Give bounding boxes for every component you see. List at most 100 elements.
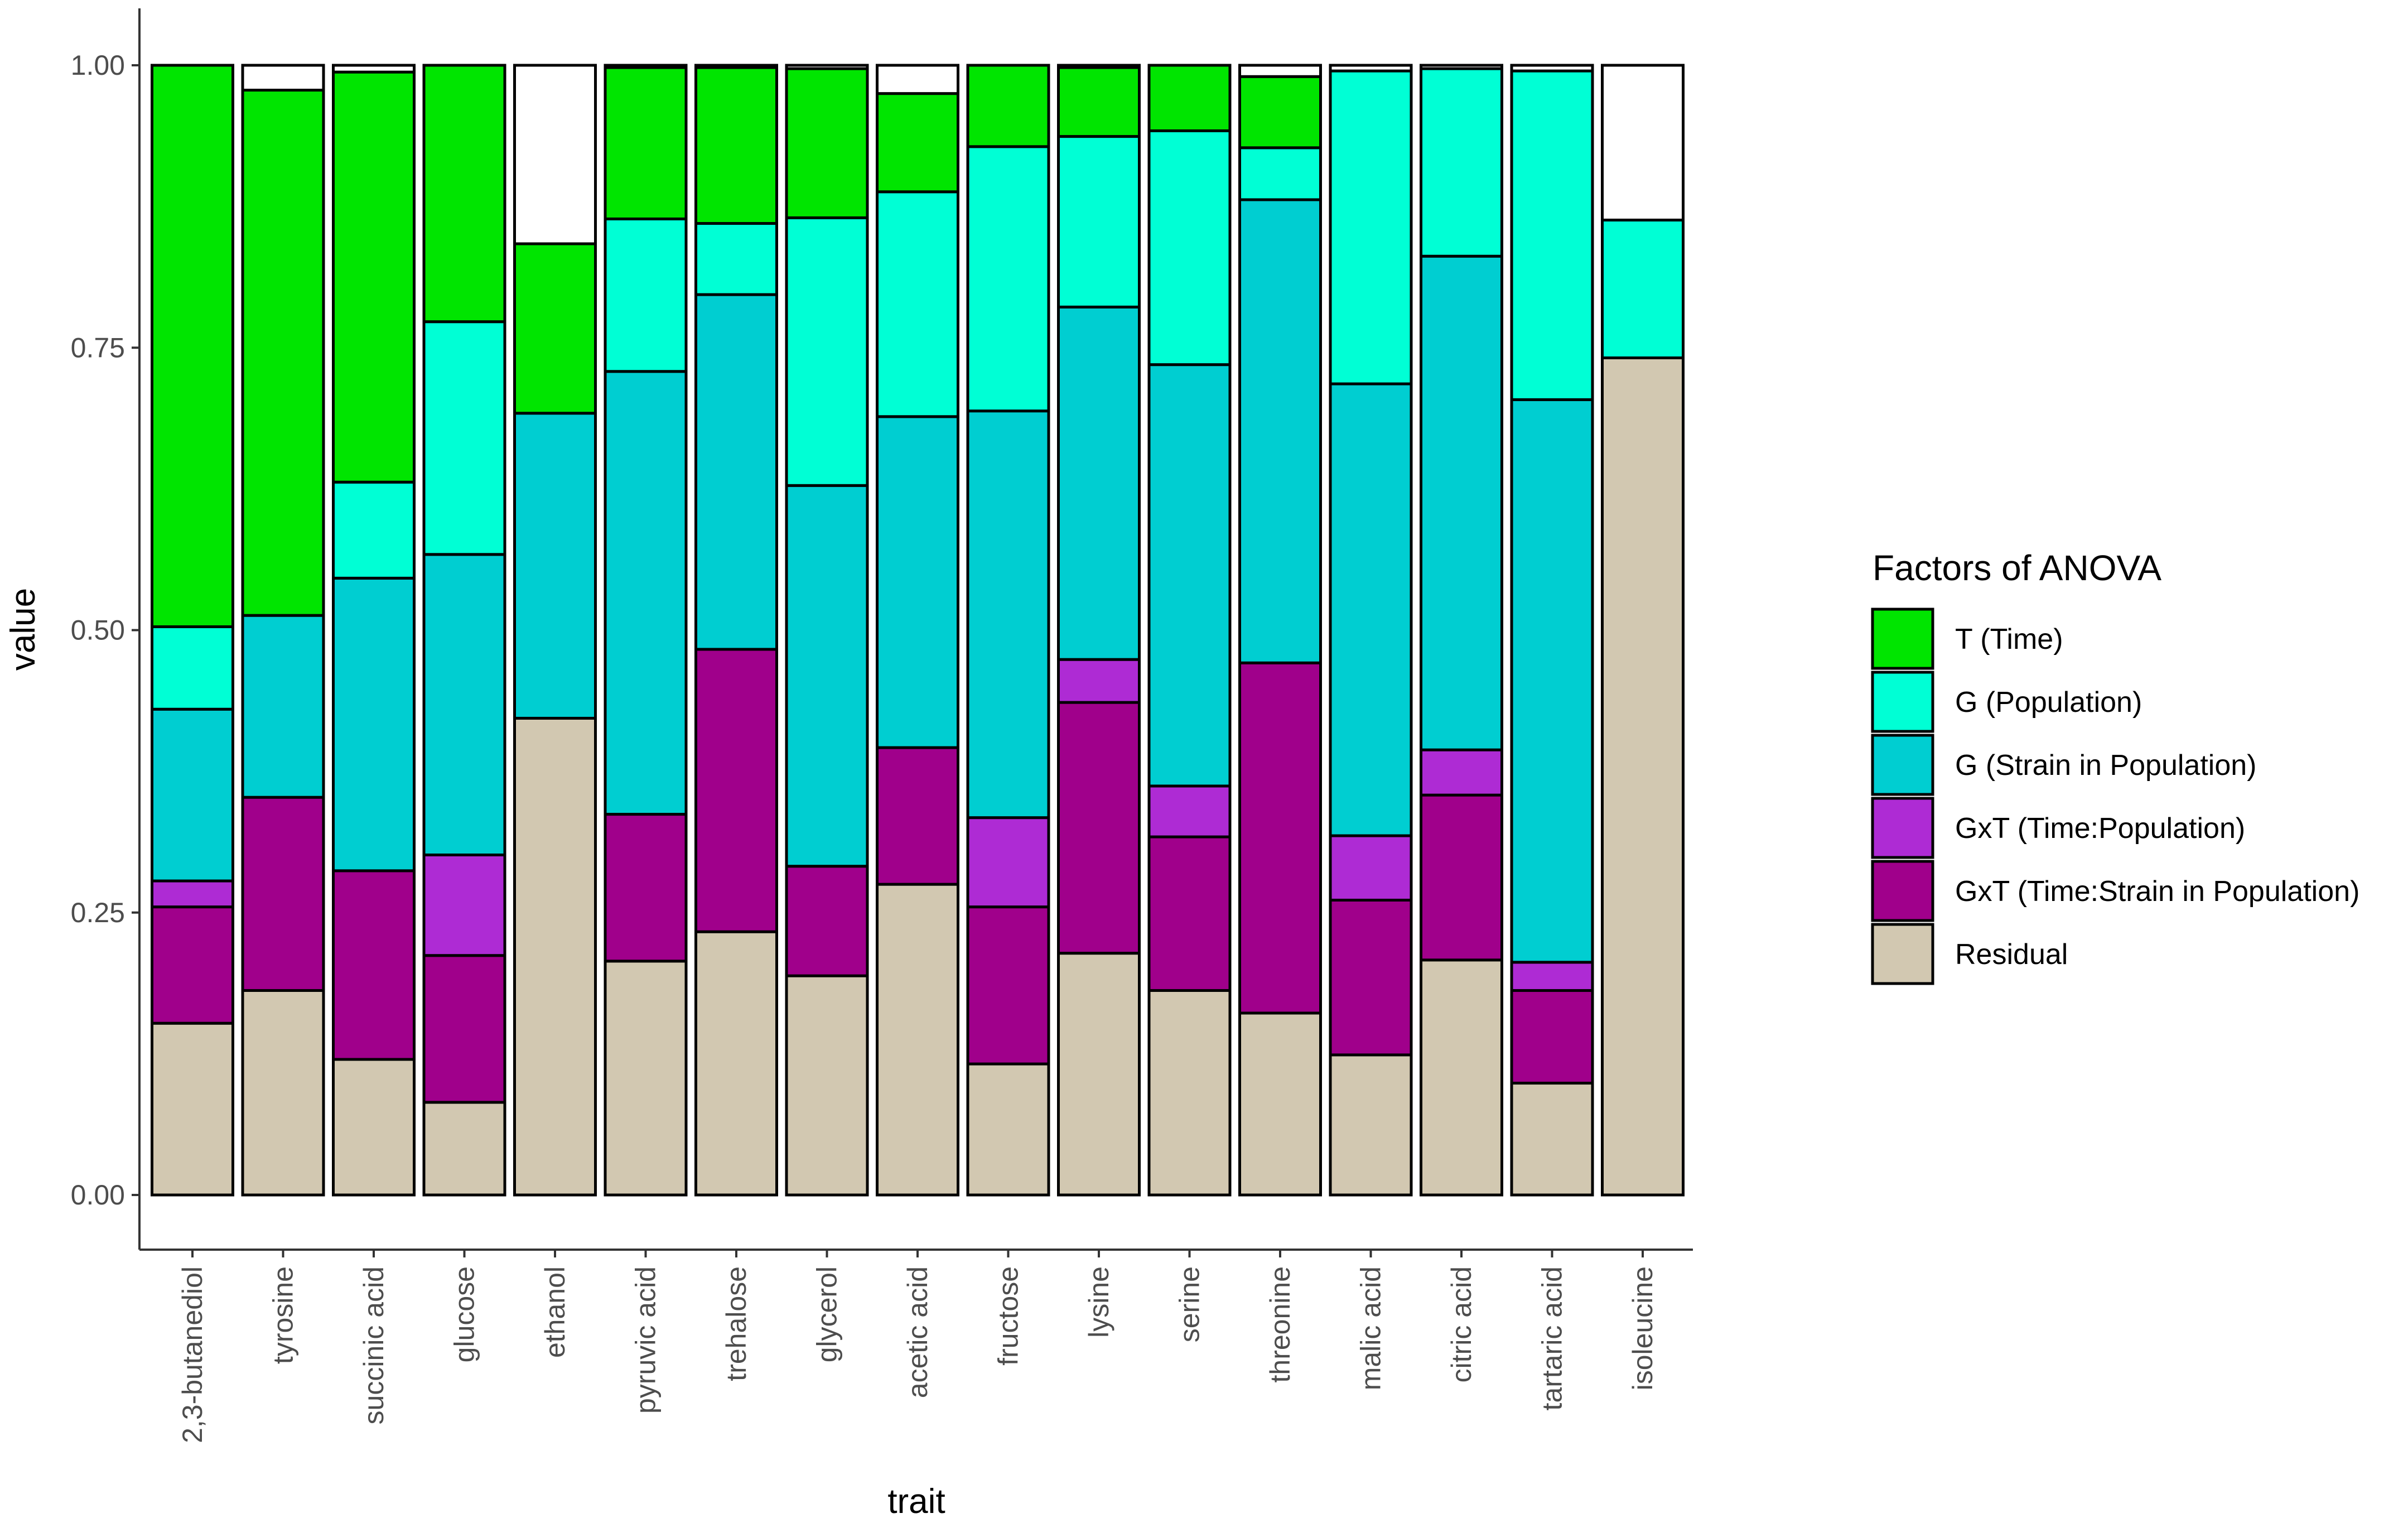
bar-segment-t-time [332, 70, 416, 484]
x-tick-label: tartaric acid [1537, 1266, 1568, 1410]
bar-segment-g-strain-in-population [513, 412, 597, 720]
bar-segment-residual [604, 960, 688, 1197]
bar-segment-remainder [604, 64, 688, 69]
x-tick-label: ethanol [539, 1266, 571, 1358]
y-tick-label: 0.75 [71, 332, 125, 363]
bar-segment-t-time [966, 64, 1050, 148]
bar-segment-gxt-time-population [151, 879, 234, 909]
x-tick-label: acetic acid [902, 1266, 933, 1398]
bar-stack-serine [1147, 64, 1232, 1197]
bar-stack-pyruvic-acid [604, 64, 688, 1197]
x-tick-label: glycerol [812, 1266, 843, 1362]
bar-segment-residual [966, 1062, 1050, 1197]
bar-stack-trehalose [694, 64, 778, 1197]
bar-segment-t-time [604, 66, 688, 220]
bar-segment-residual [1601, 356, 1685, 1197]
bar-segment-residual [151, 1021, 234, 1197]
bar-segment-gxt-time-strain-in-population [151, 905, 234, 1025]
x-axis-ticks: 2,3-butanediol tyrosine succinic acid gluco… [177, 1250, 1658, 1443]
legend-key-g-population [1871, 671, 1934, 733]
legend-key-residual [1871, 923, 1934, 985]
x-tick-label: trehalose [721, 1266, 752, 1381]
bar-segment-t-time [876, 92, 959, 194]
plot-area [151, 64, 1685, 1197]
bar-segment-residual [422, 1101, 506, 1197]
bar-segment-gxt-time-population [422, 853, 506, 957]
bar-segment-g-strain-in-population [241, 614, 325, 799]
bar-segment-remainder [241, 64, 325, 92]
bar-segment-gxt-time-strain-in-population [1147, 835, 1232, 992]
bar-segment-g-strain-in-population [1238, 198, 1322, 664]
bar-segment-g-population [1329, 69, 1413, 385]
bar-segment-gxt-time-strain-in-population [1057, 701, 1141, 955]
bar-segment-t-time [241, 89, 325, 617]
bar-segment-g-population [151, 625, 234, 711]
bar-stack-lysine [1057, 64, 1141, 1197]
bar-segment-gxt-time-strain-in-population [876, 746, 959, 886]
bar-segment-g-strain-in-population [151, 707, 234, 883]
bar-segment-gxt-time-strain-in-population [966, 905, 1050, 1066]
bar-segment-g-strain-in-population [694, 293, 778, 651]
legend-label: G (Population) [1955, 686, 2142, 719]
bar-segment-remainder [513, 64, 597, 245]
bar-stack-fructose [966, 64, 1050, 1197]
bar-stack-isoleucine [1601, 64, 1685, 1197]
bar-segment-residual [1238, 1011, 1322, 1197]
y-tick-label: 0.50 [71, 615, 125, 646]
bar-stack-2-3-butanediol [151, 64, 234, 1197]
bar-segment-remainder [876, 64, 959, 95]
bar-segment-gxt-time-population [1510, 961, 1594, 992]
bar-segment-g-strain-in-population [1147, 363, 1232, 788]
bar-segment-remainder [1420, 64, 1503, 70]
legend-key-g-strain-in-population [1871, 734, 1934, 796]
x-tick-label: threonine [1265, 1266, 1296, 1383]
bar-segment-gxt-time-strain-in-population [1420, 793, 1503, 962]
bar-segment-remainder [1510, 64, 1594, 73]
bar-segment-t-time [422, 64, 506, 324]
bar-segment-g-population [1420, 67, 1503, 258]
bar-segment-residual [1057, 952, 1141, 1197]
bar-segment-g-strain-in-population [1329, 382, 1413, 837]
bar-stack-acetic-acid [876, 64, 959, 1197]
bar-segment-gxt-time-strain-in-population [604, 813, 688, 963]
legend-label: GxT (Time:Population) [1955, 812, 2245, 845]
y-tick-label: 0.00 [71, 1179, 125, 1211]
bar-segment-residual [241, 989, 325, 1197]
bar-segment-residual [1420, 958, 1503, 1197]
x-tick-label: pyruvic acid [630, 1266, 662, 1414]
bar-stack-tartaric-acid [1510, 64, 1594, 1197]
bar-segment-remainder [694, 64, 778, 69]
bar-segment-residual [1147, 989, 1232, 1197]
bar-segment-t-time [694, 66, 778, 225]
y-axis-ticks: 0.00 0.25 0.50 0.75 1.00 [71, 50, 139, 1211]
bar-segment-gxt-time-strain-in-population [1238, 661, 1322, 1015]
bar-segment-g-population [1510, 69, 1594, 401]
bar-segment-remainder [332, 64, 416, 74]
bar-segment-g-strain-in-population [966, 409, 1050, 820]
bar-segment-gxt-time-population [1329, 834, 1413, 902]
bar-segment-g-population [876, 190, 959, 418]
bar-segment-residual [876, 883, 959, 1197]
x-tick-label: tyrosine [268, 1266, 299, 1364]
bar-segment-g-strain-in-population [332, 576, 416, 873]
y-tick-label: 1.00 [71, 50, 125, 81]
bar-segment-g-population [422, 320, 506, 556]
bar-segment-g-strain-in-population [1420, 254, 1503, 751]
bar-segment-t-time [1147, 64, 1232, 132]
bar-segment-gxt-time-strain-in-population [422, 954, 506, 1104]
bar-segment-t-time [1238, 75, 1322, 150]
legend: Factors of ANOVA T (Time) G (Population) G… [1871, 548, 2359, 985]
bar-segment-gxt-time-strain-in-population [332, 869, 416, 1061]
bar-stack-glycerol [785, 64, 869, 1197]
bar-segment-g-population [332, 480, 416, 580]
x-tick-label: serine [1174, 1266, 1205, 1342]
legend-title: Factors of ANOVA [1873, 548, 2161, 588]
bar-segment-residual [694, 930, 778, 1197]
bar-segment-remainder [785, 64, 869, 70]
x-tick-label: lysine [1083, 1266, 1114, 1338]
bar-segment-t-time [513, 242, 597, 415]
bar-segment-g-strain-in-population [785, 484, 869, 868]
bar-stack-threonine [1238, 64, 1322, 1197]
legend-key-t-time [1871, 608, 1934, 670]
